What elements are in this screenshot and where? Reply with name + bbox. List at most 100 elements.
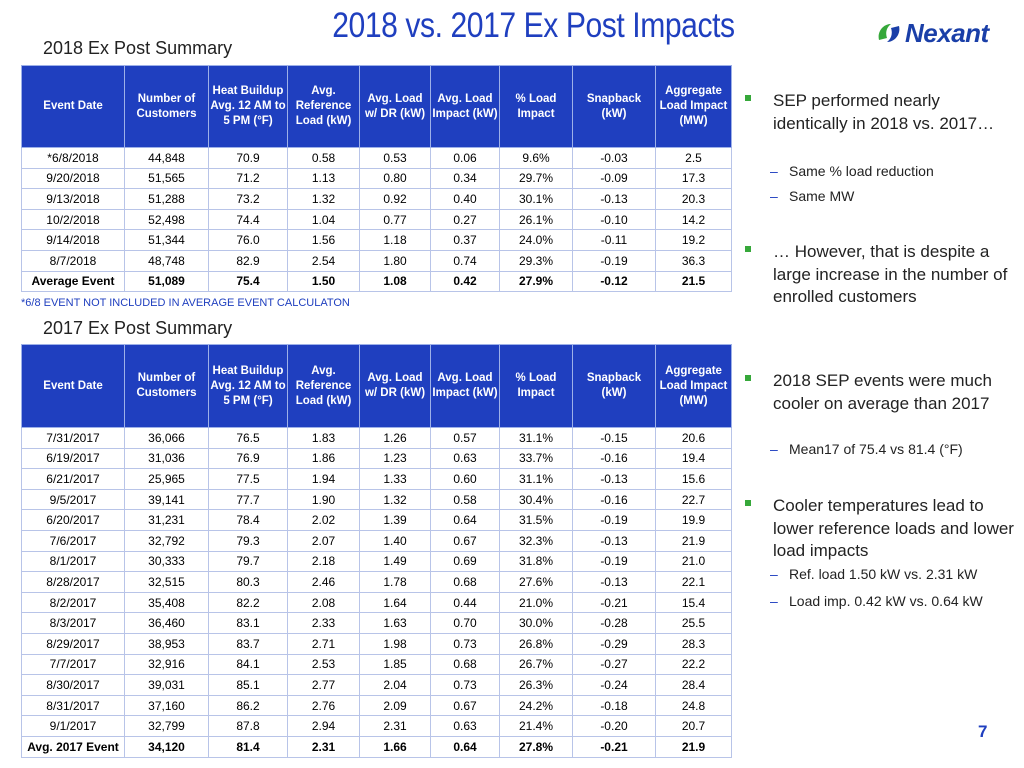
nexant-logo-icon [878,24,900,42]
table-cell: 9/1/2017 [21,715,125,737]
table-cell: 36,460 [124,612,209,634]
table-cell: 1.32 [359,488,431,511]
average-cell: -0.12 [572,270,656,293]
column-header: Event Date [21,344,125,428]
column-header: Avg. Load Impact (kW) [430,65,500,148]
sub-bullet-text: Same % load reduction [789,163,934,179]
table-cell: 6/21/2017 [21,468,125,490]
table-cell: 0.64 [430,509,500,531]
table-row: 9/13/2018 51,288 73.2 1.32 0.92 0.40 30.1% -0.1… [21,188,732,210]
table-row: 8/28/2017 32,515 80.3 2.46 1.78 0.68 27.6% -0.1… [21,571,732,593]
table-cell: -0.21 [572,591,656,614]
table-row: 6/20/2017 31,231 78.4 2.02 1.39 0.64 31.5% -0.1… [21,509,732,531]
table-cell: 29.7% [499,167,573,190]
table-cell: 2.5 [655,147,732,169]
table-cell: 79.3 [208,529,288,552]
table-cell: 8/7/2018 [21,249,125,272]
table-cell: 19.2 [655,229,732,251]
table-cell: 0.34 [430,167,500,190]
table-cell: 8/2/2017 [21,591,125,614]
table-cell: 9/20/2018 [21,167,125,190]
table-cell: -0.19 [572,550,656,573]
table-cell: 52,498 [124,208,209,231]
table-cell: 31,036 [124,447,209,470]
table-cell: 29.3% [499,249,573,272]
table-cell: 2.09 [359,694,431,717]
summary-2018-table: Event Date Number of Customers Heat Buildu… [21,65,732,293]
table-row: *6/8/2018 44,848 70.9 0.58 0.53 0.06 9.6% -0.03… [21,147,732,169]
average-cell: 27.9% [499,270,573,293]
table-cell: 2.46 [287,571,360,593]
table-cell: 31.5% [499,509,573,531]
table-cell: 48,748 [124,249,209,272]
table-cell: 79.7 [208,550,288,573]
table-cell: 0.06 [430,147,500,169]
table-cell: -0.20 [572,715,656,737]
table-cell: -0.19 [572,509,656,531]
table-row: 8/30/2017 39,031 85.1 2.77 2.04 0.73 26.3% -0.2… [21,674,732,696]
table-cell: 1.39 [359,509,431,531]
table-cell: -0.15 [572,427,656,449]
table-cell: 22.1 [655,571,732,593]
sub-bullet-text: Same MW [789,188,855,204]
average-cell: 1.08 [359,270,431,293]
sub-bullet: – Same MW [745,188,1015,204]
column-header: Number of Customers [124,344,209,428]
table-cell: 38,953 [124,632,209,655]
table-cell: 19.9 [655,509,732,531]
table-cell: 1.32 [287,188,360,210]
table-cell: 30.0% [499,612,573,634]
sub-bullet-text: Mean17 of 75.4 vs 81.4 (°F) [789,441,963,457]
table-cell: 86.2 [208,694,288,717]
column-header: Heat Buildup Avg. 12 AM to 5 PM (°F) [208,344,288,428]
table-cell: 7/31/2017 [21,427,125,449]
table-cell: 0.44 [430,591,500,614]
table-cell: 33.7% [499,447,573,470]
table-row: 10/2/2018 52,498 74.4 1.04 0.77 0.27 26.1% -0.1… [21,208,732,231]
table-cell: 20.6 [655,427,732,449]
table-cell: 24.0% [499,229,573,251]
table-cell: 21.4% [499,715,573,737]
table-cell: -0.11 [572,229,656,251]
table-cell: 39,141 [124,488,209,511]
average-cell: 1.50 [287,270,360,293]
average-cell: 2.31 [287,735,360,758]
table-cell: 7/6/2017 [21,529,125,552]
table-cell: 31.1% [499,468,573,490]
table-cell: 21.0% [499,591,573,614]
table-cell: 0.69 [430,550,500,573]
table-cell: 1.26 [359,427,431,449]
table-cell: 0.53 [359,147,431,169]
dash-icon: – [770,188,778,204]
table-cell: 26.1% [499,208,573,231]
table-cell: 32,799 [124,715,209,737]
table-cell: 31.1% [499,427,573,449]
table-cell: 2.94 [287,715,360,737]
table-cell: 0.68 [430,653,500,676]
average-cell: Avg. 2017 Event [21,735,125,758]
table-cell: 77.7 [208,488,288,511]
table-cell: 28.4 [655,674,732,696]
footnote: *6/8 EVENT NOT INCLUDED IN AVERAGE EVENT… [21,297,350,309]
table-cell: 6/20/2017 [21,509,125,531]
table-cell: 1.86 [287,447,360,470]
table-cell: 87.8 [208,715,288,737]
average-cell: 0.64 [430,735,500,758]
table-cell: 83.7 [208,632,288,655]
table-cell: 32,515 [124,571,209,593]
average-cell: 27.8% [499,735,573,758]
column-header: Avg. Load w/ DR (kW) [359,65,431,148]
table-cell: -0.24 [572,674,656,696]
logo-text: Nexant [905,17,989,48]
table-cell: 0.73 [430,632,500,655]
bullet-text: Cooler temperatures lead to lower refere… [773,496,1014,560]
table-cell: 8/1/2017 [21,550,125,573]
bullet-square-icon [745,95,751,101]
table-cell: 0.92 [359,188,431,210]
table-cell: 80.3 [208,571,288,593]
table-cell: 8/31/2017 [21,694,125,717]
column-header: Snapback (kW) [572,344,656,428]
table-cell: 15.4 [655,591,732,614]
bullet-item: … However, that is despite a large incre… [745,241,1015,309]
table-row: 7/31/2017 36,066 76.5 1.83 1.26 0.57 31.1% -0.1… [21,427,732,449]
